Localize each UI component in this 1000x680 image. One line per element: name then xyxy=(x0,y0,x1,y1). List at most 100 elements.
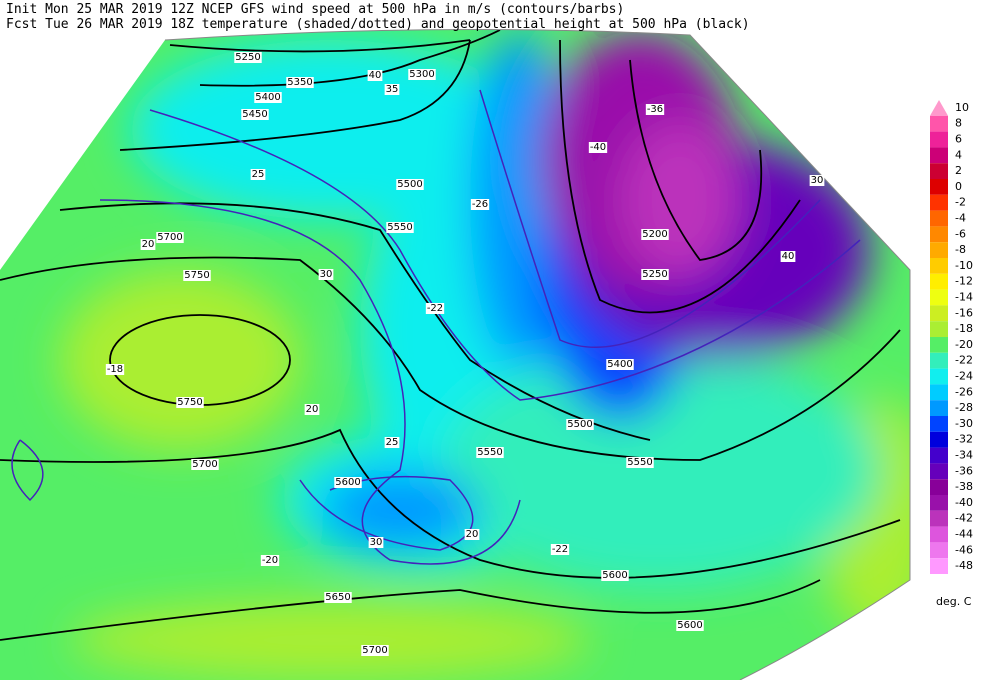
colorbar-label: -22 xyxy=(955,354,973,367)
colorbar-label: -46 xyxy=(955,543,973,556)
colorbar-swatch xyxy=(930,337,948,353)
contour-label: 5700 xyxy=(362,645,387,656)
colorbar-label: -12 xyxy=(955,275,973,288)
colorbar-label: -24 xyxy=(955,370,973,383)
colorbar-label: -48 xyxy=(955,559,973,572)
colorbar-swatch xyxy=(930,210,948,227)
contour-label-box xyxy=(318,269,334,280)
colorbar-swatch xyxy=(930,479,948,495)
contour-label-box xyxy=(286,77,314,88)
colorbar-swatch xyxy=(930,131,948,148)
contour-label: 5350 xyxy=(287,77,312,88)
contour-label-box xyxy=(234,52,262,63)
contour-label: -40 xyxy=(590,142,606,153)
colorbar-arrow xyxy=(930,100,948,116)
contour-label-box xyxy=(304,404,320,415)
colorbar-label: -8 xyxy=(955,243,966,256)
contour-label-box xyxy=(550,544,570,555)
contour-label: 5600 xyxy=(335,477,360,488)
contour-label: 30 xyxy=(811,175,824,186)
header-line: Fcst Tue 26 MAR 2019 18Z temperature (sh… xyxy=(6,17,750,32)
contour-label-box xyxy=(140,239,156,250)
contour-label: 5550 xyxy=(387,222,412,233)
contour-label: 5400 xyxy=(255,92,280,103)
colorbar-swatch xyxy=(930,115,948,132)
contour-label-box xyxy=(386,222,414,233)
contour-label: 5400 xyxy=(607,359,632,370)
contour-label: 5600 xyxy=(602,570,627,581)
contour-label-box xyxy=(367,70,383,81)
colorbar-label: -4 xyxy=(955,212,966,225)
contour-label: 25 xyxy=(386,437,399,448)
contour-label: -20 xyxy=(262,555,278,566)
contour-label-box xyxy=(191,459,219,470)
contour-label-box xyxy=(601,570,629,581)
contour-label: 5600 xyxy=(677,620,702,631)
colorbar: 10 8 6 4 2 0 -2 -4 -6 -8 -10 -12 -14 -16 -18 -20 -22 -24 -… xyxy=(930,100,973,574)
colorbar-label: 4 xyxy=(955,148,962,161)
colorbar-swatch xyxy=(930,447,948,464)
colorbar-label: 6 xyxy=(955,133,962,146)
contour-label: 5300 xyxy=(409,69,434,80)
contour-label-box xyxy=(183,270,211,281)
contour-label-box xyxy=(105,364,125,375)
colorbar-swatch xyxy=(930,242,948,258)
contour-label: 5750 xyxy=(177,397,202,408)
contour-label: 5250 xyxy=(642,269,667,280)
contour-label: 20 xyxy=(306,404,319,415)
colorbar-swatch xyxy=(930,463,948,480)
contour-label-box xyxy=(241,109,269,120)
contour-label-box xyxy=(260,555,280,566)
height-contours xyxy=(0,29,901,641)
colorbar-swatch xyxy=(930,384,948,401)
wind-contours xyxy=(11,89,861,565)
colorbar-swatch xyxy=(930,431,948,448)
contour-label: 5550 xyxy=(627,457,652,468)
contour-label-box xyxy=(676,620,704,631)
colorbar-swatch xyxy=(930,542,948,559)
contour-label: 5500 xyxy=(397,179,422,190)
contour-label: 5650 xyxy=(325,592,350,603)
colorbar-label: 0 xyxy=(955,180,962,193)
colorbar-swatch xyxy=(930,368,948,385)
colorbar-label: -34 xyxy=(955,449,973,462)
map-border xyxy=(164,29,911,680)
colorbar-label: -20 xyxy=(955,338,973,351)
contour-label-box xyxy=(361,645,389,656)
colorbar-label: -10 xyxy=(955,259,973,272)
colorbar-swatch xyxy=(930,510,948,527)
contour-label: 25 xyxy=(252,169,265,180)
colorbar-label: 8 xyxy=(955,117,962,130)
colorbar-swatch xyxy=(930,273,948,290)
colorbar-label: -36 xyxy=(955,464,973,477)
colorbar-swatch xyxy=(930,289,948,306)
contour-label-box xyxy=(780,251,796,262)
contour-label: -22 xyxy=(427,303,443,314)
colorbar-label: -42 xyxy=(955,512,973,525)
contour-label-box xyxy=(254,92,282,103)
contour-label-box xyxy=(368,537,384,548)
contour-label: 5500 xyxy=(567,419,592,430)
colorbar-swatch xyxy=(930,179,948,195)
contour-label-box xyxy=(566,419,594,430)
contour-label-box xyxy=(476,447,504,458)
contour-label-box xyxy=(464,529,480,540)
colorbar-swatch xyxy=(930,352,948,369)
contour-label-box xyxy=(396,179,424,190)
colorbar-label: -38 xyxy=(955,480,973,493)
contour-label: -26 xyxy=(472,199,488,210)
colorbar-swatch xyxy=(930,258,948,274)
contour-label-box xyxy=(334,477,362,488)
contour-label: 5700 xyxy=(192,459,217,470)
contour-label-box xyxy=(324,592,352,603)
contour-label: 30 xyxy=(320,269,333,280)
contour-label: -36 xyxy=(647,104,663,115)
colorbar-swatch xyxy=(930,147,948,164)
contour-label: -22 xyxy=(552,544,568,555)
colorbar-label: -32 xyxy=(955,433,973,446)
colorbar-swatch xyxy=(930,194,948,211)
contour-label-box xyxy=(809,175,825,186)
contour-label-box xyxy=(384,437,400,448)
colorbar-label: -16 xyxy=(955,306,973,319)
contour-label-box xyxy=(606,359,634,370)
